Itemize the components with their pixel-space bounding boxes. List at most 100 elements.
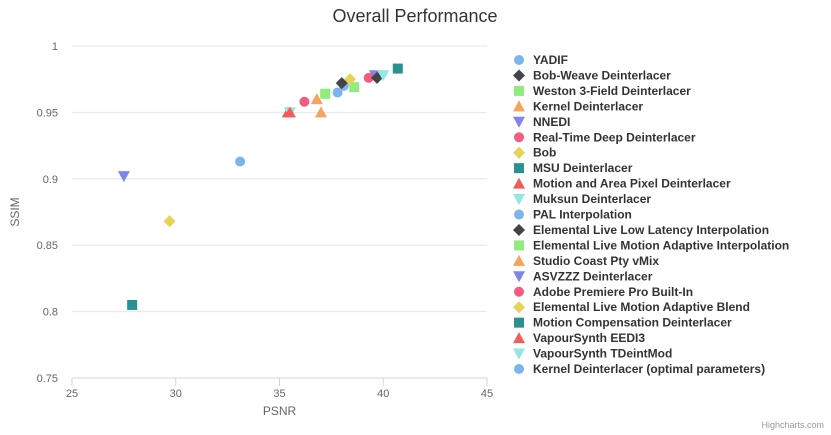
legend-marker <box>513 271 525 283</box>
data-point[interactable] <box>335 77 348 90</box>
y-tick-label: 0.9 <box>43 174 58 186</box>
legend-label: YADIF <box>533 53 568 67</box>
y-axis-ticks: 0.75 0.8 0.85 0.9 0.95 1 <box>37 41 58 385</box>
legend-item[interactable]: PAL Interpolation <box>514 208 632 222</box>
y-tick-label: 1 <box>52 41 58 53</box>
chart-title: Overall Performance <box>332 6 497 26</box>
legend-marker <box>514 209 524 220</box>
legend-item[interactable]: Elemental Live Low Latency Interpolation <box>513 223 769 237</box>
legend-marker <box>513 146 525 159</box>
legend-label: Motion and Area Pixel Deinterlacer <box>533 177 731 191</box>
x-tick-label: 40 <box>377 388 389 400</box>
credits-link[interactable]: Highcharts.com <box>761 420 824 430</box>
legend-marker <box>513 177 525 189</box>
legend-item[interactable]: VapourSynth EEDI3 <box>513 331 645 345</box>
legend-marker <box>513 100 525 112</box>
legend-label: Motion Compensation Deinterlacer <box>533 316 732 330</box>
x-tick-label: 25 <box>66 388 78 400</box>
data-point[interactable] <box>299 96 310 107</box>
legend-label: NNEDI <box>533 115 570 129</box>
legend-label: MSU Deinterlacer <box>533 161 633 175</box>
legend-label: Elemental Live Low Latency Interpolation <box>533 223 769 237</box>
y-tick-label: 0.8 <box>43 307 58 319</box>
data-point[interactable] <box>349 82 360 93</box>
y-tick-label: 0.95 <box>37 107 58 119</box>
data-point[interactable] <box>363 72 374 83</box>
legend-label: Elemental Live Motion Adaptive Blend <box>533 300 750 314</box>
legend-item[interactable]: Elemental Live Motion Adaptive Interpola… <box>514 238 789 252</box>
legend-item[interactable]: ASVZZZ Deinterlacer <box>513 269 653 283</box>
data-point[interactable] <box>117 171 130 183</box>
legend-label: ASVZZZ Deinterlacer <box>533 269 653 283</box>
data-point[interactable] <box>392 63 403 74</box>
legend-label: Studio Coast Pty vMix <box>533 254 659 268</box>
legend-marker <box>513 69 525 82</box>
legend-label: Adobe Premiere Pro Built-In <box>533 285 693 299</box>
legend-item[interactable]: Studio Coast Pty vMix <box>513 254 659 268</box>
legend-label: Weston 3-Field Deinterlacer <box>533 84 691 98</box>
legend-label: Kernel Deinterlacer <box>533 99 643 113</box>
legend-label: VapourSynth EEDI3 <box>533 331 645 345</box>
legend-marker <box>514 163 524 174</box>
legend-item[interactable]: YADIF <box>514 53 568 67</box>
legend-marker <box>513 116 525 128</box>
legend-label: PAL Interpolation <box>533 208 632 222</box>
legend-label: Real-Time Deep Deinterlacer <box>533 130 696 144</box>
legend-item[interactable]: Motion Compensation Deinterlacer <box>514 316 732 330</box>
legend-marker <box>514 317 524 328</box>
data-point[interactable] <box>344 73 357 86</box>
data-point[interactable] <box>332 87 343 98</box>
data-points <box>117 63 403 310</box>
x-tick-label: 45 <box>481 388 493 400</box>
legend-marker <box>513 254 525 266</box>
data-point[interactable] <box>315 106 327 118</box>
legend-item[interactable]: Motion and Area Pixel Deinterlacer <box>513 177 731 191</box>
legend-marker <box>514 364 524 374</box>
legend-marker <box>513 194 525 206</box>
legend-item[interactable]: Real-Time Deep Deinterlacer <box>514 130 696 144</box>
legend-item[interactable]: Weston 3-Field Deinterlacer <box>514 84 691 98</box>
legend-marker <box>514 286 524 297</box>
grid-lines <box>72 45 487 313</box>
data-point[interactable] <box>235 156 246 167</box>
legend-label: Kernel Deinterlacer (optimal parameters) <box>533 362 765 376</box>
x-tick-label: 30 <box>170 388 182 400</box>
x-axis-ticks: 25 30 35 40 45 <box>66 378 493 400</box>
legend-marker <box>513 348 525 360</box>
legend-label: Bob <box>533 146 556 160</box>
legend-item[interactable]: Adobe Premiere Pro Built-In <box>514 285 693 299</box>
data-point[interactable] <box>127 299 138 310</box>
y-tick-label: 0.75 <box>37 373 58 385</box>
legend-item[interactable]: Kernel Deinterlacer (optimal parameters) <box>514 362 765 376</box>
legend-item[interactable]: Bob-Weave Deinterlacer <box>513 68 671 82</box>
x-axis-title: PSNR <box>263 404 297 418</box>
data-point[interactable] <box>310 93 323 105</box>
legend-item[interactable]: Elemental Live Motion Adaptive Blend <box>513 300 750 314</box>
data-point[interactable] <box>377 70 390 82</box>
legend-item[interactable]: Kernel Deinterlacer <box>513 99 643 113</box>
y-tick-label: 0.85 <box>37 240 58 252</box>
legend-marker <box>514 240 524 251</box>
legend-item[interactable]: MSU Deinterlacer <box>514 161 633 175</box>
data-point[interactable] <box>283 106 296 118</box>
data-point[interactable] <box>163 215 176 228</box>
y-axis-title: SSIM <box>8 197 22 226</box>
legend-item[interactable]: VapourSynth TDeintMod <box>513 347 672 361</box>
legend-marker <box>513 332 525 344</box>
x-tick-label: 35 <box>273 388 285 400</box>
legend-marker <box>514 132 524 143</box>
legend-label: Bob-Weave Deinterlacer <box>533 68 671 82</box>
legend-marker <box>514 55 524 65</box>
legend-item[interactable]: Bob <box>513 146 556 160</box>
data-point[interactable] <box>320 88 331 99</box>
legend-label: VapourSynth TDeintMod <box>533 347 672 361</box>
legend-marker <box>513 301 525 314</box>
legend-label: Muksun Deinterlacer <box>533 192 651 206</box>
legend-item[interactable]: Muksun Deinterlacer <box>513 192 651 206</box>
legend-label: Elemental Live Motion Adaptive Interpola… <box>533 238 789 252</box>
legend-marker <box>513 223 525 236</box>
legend-item[interactable]: NNEDI <box>513 115 570 129</box>
legend-marker <box>514 85 524 96</box>
